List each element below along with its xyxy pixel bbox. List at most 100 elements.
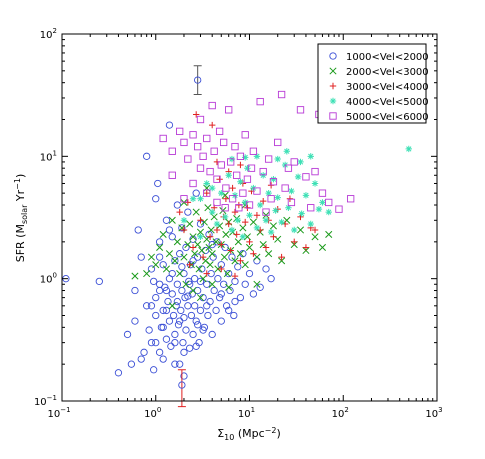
data-point xyxy=(236,152,245,160)
x-axis-label-main: Σ xyxy=(217,427,224,440)
data-point xyxy=(217,317,225,325)
data-point xyxy=(206,167,214,176)
data-point xyxy=(204,311,212,320)
data-point xyxy=(278,253,285,261)
data-point xyxy=(207,226,215,234)
data-point xyxy=(218,265,225,273)
data-point xyxy=(177,306,185,315)
data-point xyxy=(182,326,190,334)
y-tick-exp: −1 xyxy=(47,394,57,402)
data-point xyxy=(239,189,247,197)
data-point xyxy=(143,152,151,160)
data-point xyxy=(189,235,197,243)
data-point xyxy=(155,348,164,356)
data-point xyxy=(262,217,270,224)
data-point xyxy=(162,306,171,315)
data-point xyxy=(218,189,225,197)
data-point xyxy=(278,257,286,265)
data-point xyxy=(147,338,156,347)
data-point xyxy=(180,372,188,380)
data-point xyxy=(203,302,211,310)
data-point xyxy=(184,302,192,310)
data-point xyxy=(114,369,123,377)
data-point xyxy=(260,197,267,205)
data-point xyxy=(169,311,178,320)
data-point xyxy=(217,161,225,169)
data-point xyxy=(218,241,225,248)
x-tick-exp: 1 xyxy=(251,406,255,414)
data-point xyxy=(192,317,200,325)
data-point xyxy=(283,148,291,155)
data-point xyxy=(176,127,184,136)
data-point xyxy=(307,153,314,160)
data-point xyxy=(227,158,235,166)
y-axis-label-main: SFR (M xyxy=(14,224,27,262)
data-point xyxy=(264,155,273,163)
data-point xyxy=(236,293,245,302)
data-point xyxy=(233,231,240,238)
data-point xyxy=(180,217,188,224)
data-point xyxy=(165,317,174,325)
data-point xyxy=(265,250,273,258)
legend-marker xyxy=(329,52,337,60)
data-point xyxy=(184,241,192,249)
legend-entry: 3000<Vel<4000 xyxy=(329,82,429,93)
legend-label: 1000<Vel<2000 xyxy=(346,52,429,63)
data-point xyxy=(140,348,148,356)
data-point xyxy=(196,294,205,302)
data-point xyxy=(222,195,230,202)
data-point xyxy=(199,326,207,334)
x-tick-label: 101 xyxy=(238,406,255,420)
data-point xyxy=(347,195,355,203)
data-point xyxy=(267,228,275,236)
data-point xyxy=(228,195,237,203)
data-point xyxy=(208,101,216,110)
y-axis-label-sup: −1 xyxy=(13,178,22,190)
series-2 xyxy=(131,184,333,310)
x-tick-label: 103 xyxy=(425,406,442,420)
data-point xyxy=(226,286,234,295)
data-point xyxy=(165,121,174,129)
data-point xyxy=(244,204,251,211)
y-tick-base: 10 xyxy=(40,275,53,286)
data-point xyxy=(196,277,205,286)
data-point xyxy=(156,243,164,251)
legend-marker xyxy=(329,112,337,120)
data-point xyxy=(196,164,205,172)
data-point xyxy=(137,253,145,261)
x-tick-label: 100 xyxy=(144,406,161,420)
data-point xyxy=(182,243,190,252)
data-point xyxy=(206,297,214,306)
data-point xyxy=(274,138,282,147)
data-point xyxy=(318,243,327,251)
data-point xyxy=(249,218,257,226)
data-point xyxy=(184,155,192,163)
data-point xyxy=(173,297,182,306)
data-point xyxy=(194,142,202,151)
data-point xyxy=(307,220,314,228)
data-point xyxy=(237,257,244,264)
x-axis-label: Σ10 (Mpc−2) xyxy=(217,426,281,442)
data-point xyxy=(237,178,244,185)
data-point xyxy=(203,134,211,143)
data-point xyxy=(214,275,222,283)
data-point xyxy=(256,226,264,234)
data-point xyxy=(311,180,319,187)
data-point xyxy=(205,243,213,251)
data-point xyxy=(180,348,188,356)
data-point xyxy=(245,269,254,278)
data-point xyxy=(242,154,249,161)
data-point xyxy=(150,366,158,374)
data-point xyxy=(213,175,221,183)
data-point xyxy=(288,187,295,195)
y-tick-base: 10 xyxy=(40,30,53,41)
y-tick-exp: 0 xyxy=(53,272,57,280)
data-point xyxy=(325,230,333,238)
x-tick-exp: 2 xyxy=(344,406,348,414)
data-point xyxy=(196,306,205,315)
data-point xyxy=(152,338,160,347)
data-point xyxy=(185,277,193,286)
